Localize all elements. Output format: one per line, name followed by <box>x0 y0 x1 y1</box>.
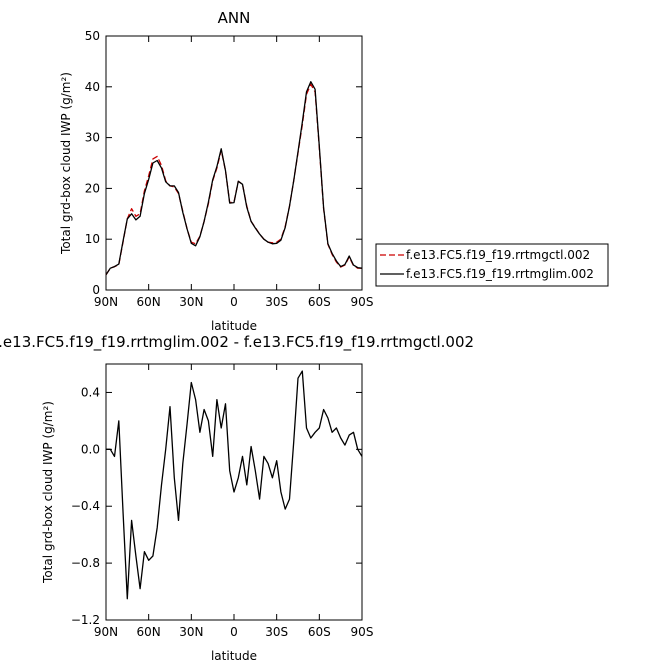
bottom-y-tick-label: 0.4 <box>81 385 100 399</box>
bottom-x-tick-label: 90N <box>94 625 118 639</box>
bottom-x-tick-label: 90S <box>351 625 374 639</box>
top-y-tick-label: 0 <box>92 283 100 297</box>
top-y-tick-label: 20 <box>85 181 100 195</box>
top-series-lines <box>105 81 363 276</box>
top-y-axis-label: Total grd-box cloud IWP (g/m²) <box>59 72 73 255</box>
top-x-tick-label: 90S <box>351 295 374 309</box>
bottom-axis-ticks: 90N 60N 30N 0 30S 60S 90S 0.4 0.0 −0.4 −0.8 −1.2 <box>71 364 374 639</box>
legend-label-ctl: f.e13.FC5.f19_f19.rrtmgctl.002 <box>406 248 590 262</box>
bottom-x-tick-label: 60S <box>308 625 331 639</box>
top-x-tick-label: 60N <box>137 295 161 309</box>
top-x-tick-label: 30N <box>179 295 203 309</box>
bottom-chart-title: f.e13.FC5.f19_f19.rrtmglim.002 - f.e13.F… <box>0 333 474 352</box>
top-axis-ticks: 90N 60N 30N 0 30S 60S 90S 0 10 20 30 40 50 <box>85 29 374 309</box>
bottom-series-line-0 <box>106 370 363 600</box>
top-x-tick-label: 30S <box>265 295 288 309</box>
bottom-y-tick-label: −1.2 <box>71 613 100 627</box>
top-chart-title: ANN <box>218 9 251 27</box>
legend-box <box>375 243 609 287</box>
bottom-y-tick-label: −0.8 <box>71 556 100 570</box>
bottom-y-axis-label: Total grd-box cloud IWP (g/m²) <box>41 401 55 584</box>
bottom-x-axis-label: latitude <box>211 649 257 663</box>
bottom-x-tick-label: 30S <box>265 625 288 639</box>
legend: f.e13.FC5.f19_f19.rrtmgctl.002 f.e13.FC5… <box>375 243 609 287</box>
bottom-x-tick-label: 0 <box>230 625 238 639</box>
top-y-tick-label: 50 <box>85 29 100 43</box>
bottom-x-tick-label: 30N <box>179 625 203 639</box>
bottom-panel: f.e13.FC5.f19_f19.rrtmglim.002 - f.e13.F… <box>0 333 474 663</box>
top-y-tick-label: 30 <box>85 131 100 145</box>
top-panel: ANN 90N 60N 30N 0 30S 60S 90S 0 10 20 30 40 50 latit… <box>59 9 609 333</box>
top-x-tick-label: 60S <box>308 295 331 309</box>
legend-label-lim: f.e13.FC5.f19_f19.rrtmglim.002 <box>406 267 594 281</box>
top-x-tick-label: 0 <box>230 295 238 309</box>
bottom-y-tick-label: −0.4 <box>71 499 100 513</box>
top-x-tick-label: 90N <box>94 295 118 309</box>
top-series-line-1 <box>105 81 363 276</box>
bottom-y-tick-label: 0.0 <box>81 442 100 456</box>
top-series-line-0 <box>105 83 362 276</box>
bottom-x-tick-label: 60N <box>137 625 161 639</box>
top-x-axis-label: latitude <box>211 319 257 333</box>
top-y-tick-label: 40 <box>85 80 100 94</box>
top-y-tick-label: 10 <box>85 232 100 246</box>
bottom-series-lines <box>106 370 363 600</box>
top-plot-frame <box>105 35 363 291</box>
